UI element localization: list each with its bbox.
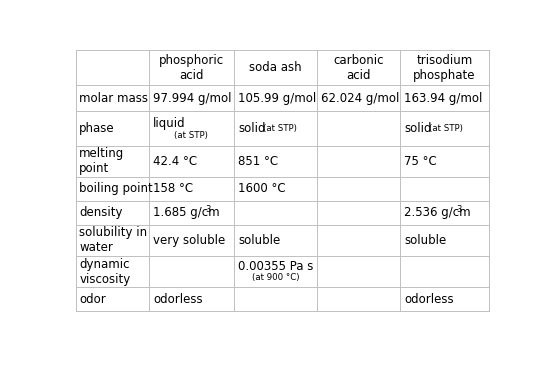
Text: 105.99 g/mol: 105.99 g/mol xyxy=(239,92,317,104)
Text: 75 °C: 75 °C xyxy=(404,155,437,168)
Text: 0.00355 Pa s: 0.00355 Pa s xyxy=(239,261,314,273)
Text: 42.4 °C: 42.4 °C xyxy=(153,155,197,168)
Text: 851 °C: 851 °C xyxy=(239,155,278,168)
Text: dynamic
viscosity: dynamic viscosity xyxy=(79,257,130,286)
Text: solid: solid xyxy=(239,122,266,135)
Text: (at 900 °C): (at 900 °C) xyxy=(252,273,299,282)
Text: soluble: soluble xyxy=(404,234,447,247)
Text: (at STP): (at STP) xyxy=(263,124,297,133)
Text: (at STP): (at STP) xyxy=(175,131,209,140)
Text: 62.024 g/mol: 62.024 g/mol xyxy=(321,92,400,104)
Text: odorless: odorless xyxy=(153,293,203,306)
Text: solubility in
water: solubility in water xyxy=(79,226,147,254)
Text: (at STP): (at STP) xyxy=(429,124,463,133)
Text: liquid: liquid xyxy=(153,117,186,130)
Text: 3: 3 xyxy=(456,205,462,214)
Text: soda ash: soda ash xyxy=(250,61,302,74)
Text: odorless: odorless xyxy=(404,293,454,306)
Text: boiling point: boiling point xyxy=(79,182,153,195)
Text: 163.94 g/mol: 163.94 g/mol xyxy=(404,92,483,104)
Text: density: density xyxy=(79,206,123,219)
Text: 1600 °C: 1600 °C xyxy=(239,182,286,195)
Text: soluble: soluble xyxy=(239,234,281,247)
Text: carbonic
acid: carbonic acid xyxy=(333,54,384,81)
Text: phosphoric
acid: phosphoric acid xyxy=(159,54,224,81)
Text: 1.685 g/cm: 1.685 g/cm xyxy=(153,206,219,219)
Text: 158 °C: 158 °C xyxy=(153,182,193,195)
Text: 97.994 g/mol: 97.994 g/mol xyxy=(153,92,232,104)
Text: phase: phase xyxy=(79,122,115,135)
Text: odor: odor xyxy=(79,293,106,306)
Text: solid: solid xyxy=(404,122,432,135)
Text: 2.536 g/cm: 2.536 g/cm xyxy=(404,206,471,219)
Text: molar mass: molar mass xyxy=(79,92,149,104)
Text: trisodium
phosphate: trisodium phosphate xyxy=(413,54,476,81)
Text: 3: 3 xyxy=(205,205,211,214)
Text: melting
point: melting point xyxy=(79,147,124,175)
Text: very soluble: very soluble xyxy=(153,234,225,247)
